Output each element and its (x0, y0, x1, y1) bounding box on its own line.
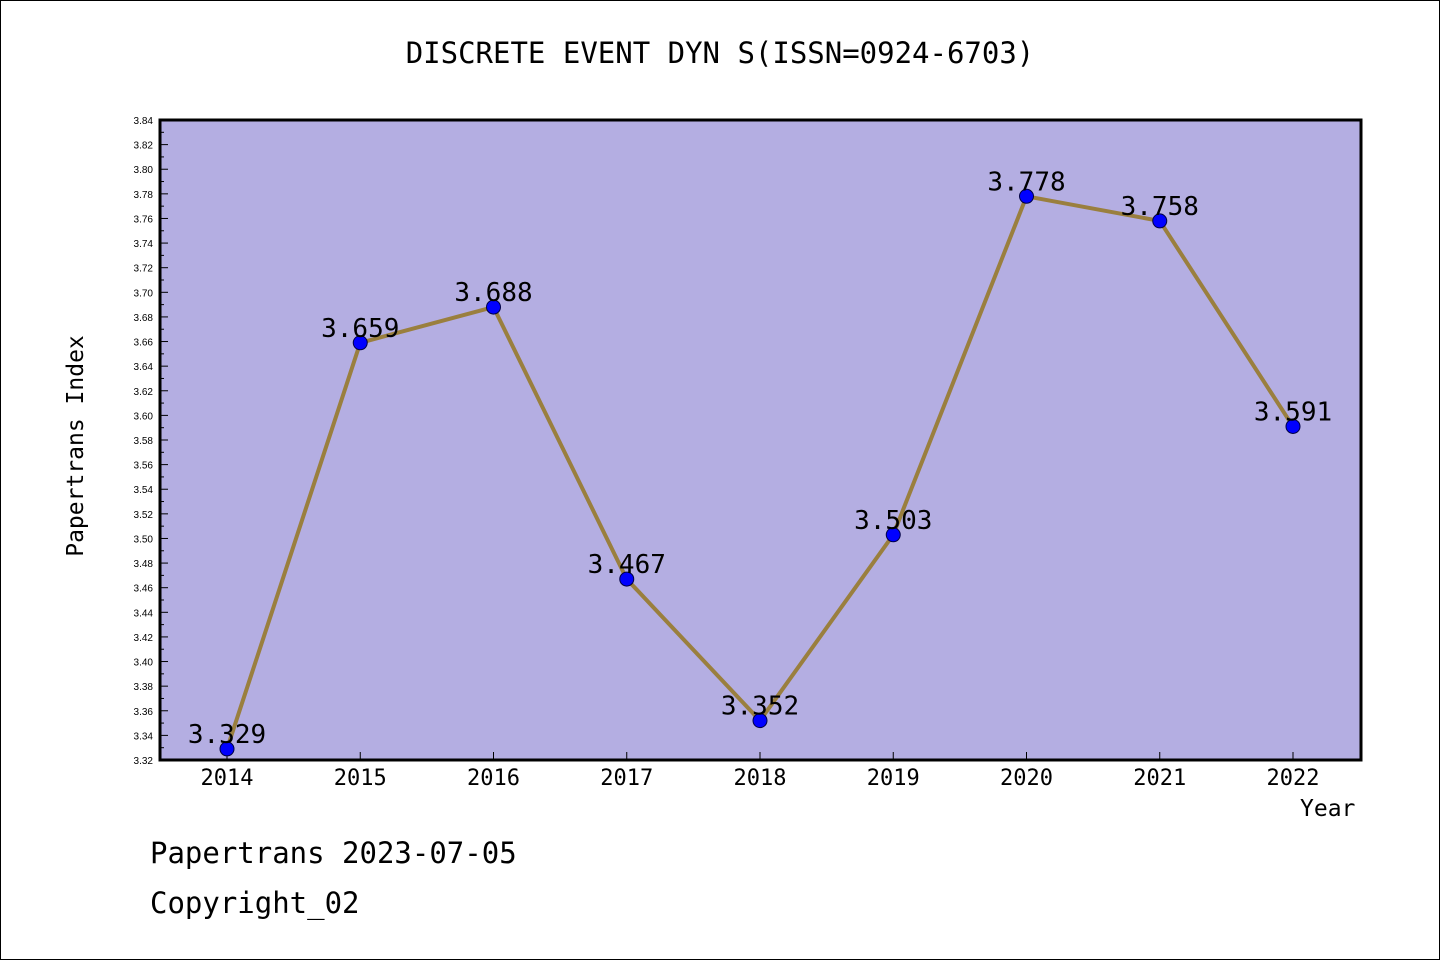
y-tick-label: 3.64 (134, 362, 154, 373)
data-point (352, 335, 368, 351)
x-tick-label: 2014 (201, 766, 254, 791)
data-label: 3.688 (454, 278, 532, 308)
y-tick-label: 3.48 (134, 559, 154, 570)
data-label: 3.758 (1121, 192, 1199, 222)
data-point (752, 713, 768, 729)
data-point (619, 571, 635, 587)
y-tick-label: 3.58 (134, 436, 154, 447)
y-tick-label: 3.38 (134, 682, 154, 693)
data-label: 3.591 (1254, 397, 1332, 427)
x-tick-label: 2017 (600, 766, 653, 791)
y-tick-label: 3.66 (134, 338, 154, 349)
x-tick-label: 2019 (867, 766, 920, 791)
y-tick-label: 3.54 (134, 485, 154, 496)
x-tick-label: 2015 (334, 766, 387, 791)
data-point (885, 527, 901, 543)
data-label: 3.778 (987, 167, 1065, 197)
y-tick-label: 3.82 (134, 141, 154, 152)
y-tick-label: 3.32 (134, 756, 154, 767)
y-tick-label: 3.56 (134, 461, 154, 472)
y-tick-label: 3.74 (134, 239, 154, 250)
data-label: 3.503 (854, 506, 932, 536)
data-label: 3.467 (588, 550, 666, 580)
y-tick-label: 3.34 (134, 731, 154, 742)
data-point (486, 299, 501, 315)
x-tick-label: 2018 (734, 766, 787, 791)
plot-border (158, 118, 1363, 762)
y-tick-label: 3.72 (134, 264, 154, 275)
series-markers (219, 188, 1301, 757)
footer-date: Papertrans 2023-07-05 (150, 836, 517, 870)
x-tick-label: 2016 (467, 766, 520, 791)
data-label: 3.352 (721, 692, 799, 722)
y-tick-label: 3.36 (134, 707, 154, 718)
y-tick-label: 3.80 (134, 165, 154, 176)
data-point (1152, 213, 1168, 229)
y-tick-label: 3.84 (134, 116, 154, 127)
y-tick-label: 3.62 (134, 387, 154, 398)
data-point (1019, 188, 1034, 204)
footer-copyright: Copyright_02 (150, 886, 360, 920)
y-tick-label: 3.70 (134, 288, 154, 299)
y-tick-label: 3.78 (134, 190, 154, 201)
y-tick-label: 3.40 (134, 658, 154, 669)
y-tick-label: 3.44 (134, 608, 154, 619)
y-tick-label: 3.46 (134, 584, 154, 595)
data-point (219, 741, 235, 757)
data-label: 3.659 (321, 314, 399, 344)
data-labels: 3.329 3.659 3.688 3.467 3.352 3.503 3.778 3.758… (188, 167, 1332, 750)
y-tick-label: 3.60 (134, 411, 154, 422)
y-tick-label: 3.50 (134, 534, 154, 545)
x-axis-label: Year (1300, 796, 1356, 822)
x-tick-label: 2021 (1133, 766, 1186, 791)
x-tick-label: 2020 (1000, 766, 1053, 791)
x-tick-label: 2022 (1267, 766, 1320, 791)
data-point (1285, 418, 1301, 434)
y-tick-label: 3.76 (134, 214, 154, 225)
x-axis: 2014 2015 2016 2017 2018 2019 2020 2021 2022 (201, 752, 1320, 791)
data-label: 3.329 (188, 720, 266, 750)
y-tick-label: 3.68 (134, 313, 154, 324)
y-tick-label: 3.42 (134, 633, 154, 644)
y-tick-label: 3.52 (134, 510, 154, 521)
chart-title: DISCRETE EVENT DYN S(ISSN=0924-6703) (405, 36, 1035, 70)
